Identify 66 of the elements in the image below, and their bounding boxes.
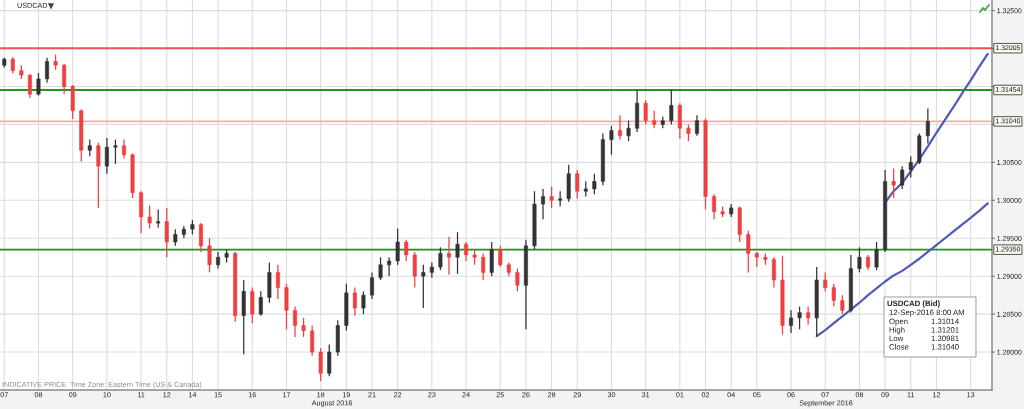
candlestick [900,165,905,190]
candlestick [45,57,50,84]
candlestick [823,271,828,292]
candlestick [104,137,109,175]
candlestick [404,239,409,262]
candlestick [677,102,682,140]
candlestick [164,207,169,258]
candlestick [395,227,400,266]
candlestick [515,267,520,292]
candlestick [113,138,118,165]
candlestick [549,186,554,209]
candlestick [62,63,67,95]
candlestick [464,241,469,262]
candlestick [643,99,648,126]
candlestick [207,237,212,274]
candlestick [275,264,280,300]
candlestick [498,245,503,268]
candlestick [797,305,802,330]
candlestick [301,317,306,338]
candlestick [327,343,332,377]
candlestick [575,169,580,200]
candlestick [891,167,896,199]
candlestick [258,290,263,317]
candlestick [318,347,323,382]
candlestick [378,256,383,281]
candlestick [421,264,426,309]
candlestick [558,190,563,208]
candlestick [122,138,126,160]
candlestick [925,107,930,145]
candlestick [840,294,845,315]
candlestick [412,251,417,289]
candlestick [669,88,674,126]
candlestick [361,290,366,315]
candlestick [250,286,255,324]
candlestick [27,73,32,99]
candlestick [438,246,443,271]
candlestick [771,256,776,289]
candlestick [481,252,486,281]
candlestick [455,231,460,275]
candlestick [609,125,614,156]
candlestick [284,283,289,330]
candlestick [746,230,751,274]
candlestick [874,241,879,271]
candlestick [293,305,298,338]
candlestick [310,324,315,357]
candlestick [831,283,836,308]
candlestick [541,188,546,220]
candlestick [96,142,101,209]
candlestick [446,236,451,276]
candlestick [806,305,811,326]
candlestick [712,193,717,220]
candlestick [789,309,794,334]
candlestick [198,222,203,253]
candlestick [857,246,862,274]
candlestick [156,208,161,229]
candlestick [147,204,152,230]
candlestick [626,120,631,142]
candlestick [592,173,597,195]
candlestick [370,271,374,300]
candlestick [908,155,913,179]
candlestick [387,256,392,277]
candlestick [618,114,622,141]
candlestick [489,241,494,277]
candlestick [36,72,41,97]
candlestick [352,286,357,317]
candlestick [694,114,699,137]
